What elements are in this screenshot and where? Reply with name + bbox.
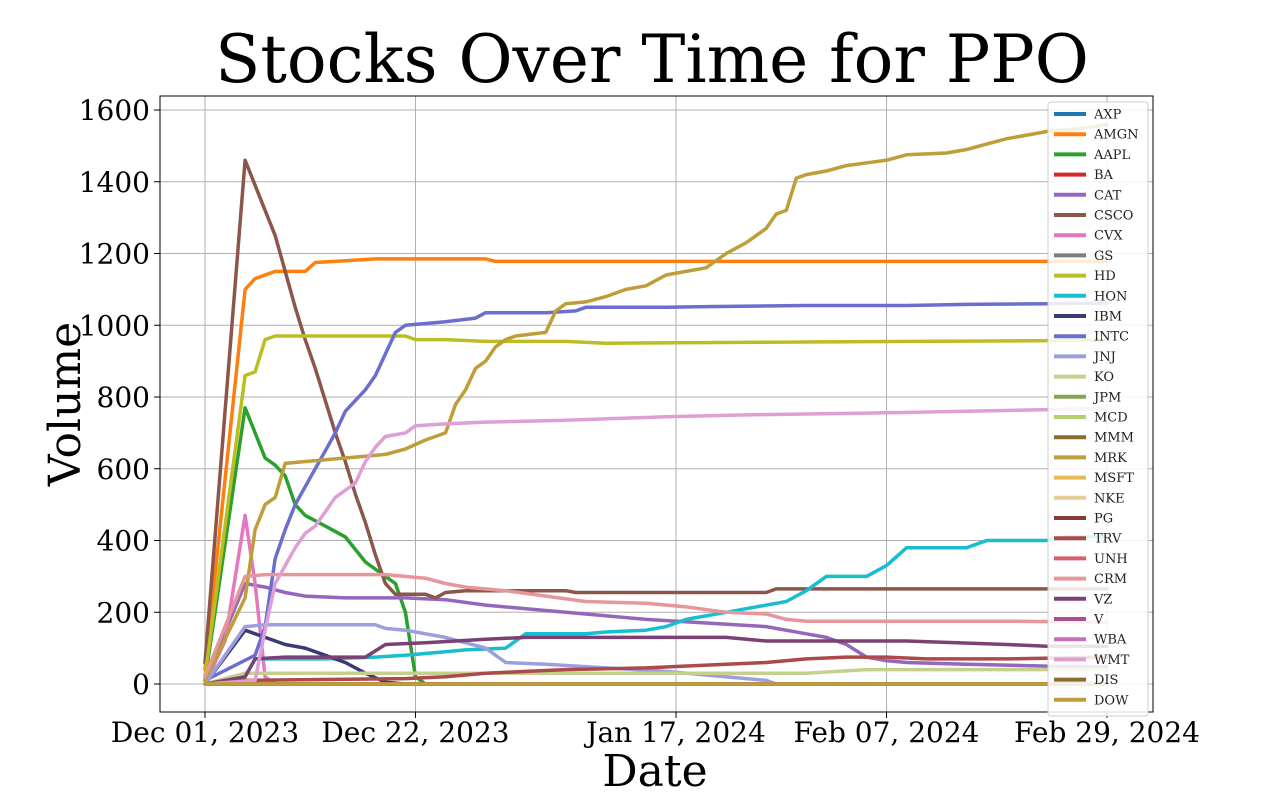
legend-label-hon: HON — [1094, 289, 1127, 304]
legend-label-cvx: CVX — [1094, 229, 1123, 244]
legend-label-unh: UNH — [1094, 552, 1128, 567]
y-tick-label: 200 — [97, 596, 150, 629]
x-tick-label: Dec 22, 2023 — [321, 716, 509, 749]
legend-label-aapl: AAPL — [1093, 148, 1131, 163]
series-line-ko — [203, 667, 1109, 686]
series-line-vz — [203, 635, 1109, 686]
series-line-mrk — [203, 122, 1109, 683]
chart-title: Stocks Over Time for PPO — [215, 21, 1089, 98]
legend-label-nke: NKE — [1094, 491, 1125, 506]
legend-label-dis: DIS — [1094, 673, 1118, 688]
series-line-hd — [203, 334, 1109, 679]
legend-label-v: V — [1093, 613, 1104, 628]
legend-label-intc: INTC — [1094, 330, 1129, 345]
y-axis-label: Volume — [40, 322, 91, 487]
legend-label-axp: AXP — [1093, 108, 1122, 123]
legend-label-mmm: MMM — [1094, 431, 1134, 446]
series-line-amgn — [203, 257, 1109, 672]
legend-label-pg: PG — [1094, 512, 1113, 527]
series-line-crm — [203, 572, 1109, 679]
legend-label-trv: TRV — [1094, 532, 1122, 547]
legend-label-ba: BA — [1094, 168, 1114, 183]
legend-label-crm: CRM — [1094, 572, 1127, 587]
series-line-trv — [203, 655, 1109, 686]
legend-label-csco: CSCO — [1094, 209, 1133, 224]
legend: AXP AMGN AAPL BA CAT CSCO CVX GS HD HON IBM INTC JNJ… — [1047, 101, 1149, 717]
series-line-jnj — [203, 623, 1109, 686]
x-tick-label: Dec 01, 2023 — [111, 716, 299, 749]
x-axis-label: Date — [602, 746, 707, 797]
legend-label-cat: CAT — [1094, 188, 1122, 203]
legend-label-ko: KO — [1094, 370, 1114, 385]
series-line-cat — [203, 581, 1109, 683]
x-tick-label: Feb 29, 2024 — [1014, 716, 1200, 749]
series-line-intc — [203, 301, 1109, 683]
series-layer — [203, 122, 1109, 686]
y-axis-ticks: 0 200 400 600 800 1000 1200 1400 1600 — [79, 94, 160, 701]
series-line-wmt — [203, 406, 1109, 686]
legend-label-msft: MSFT — [1094, 471, 1134, 486]
legend-label-dow: DOW — [1094, 693, 1129, 708]
series-line-csco — [203, 158, 1109, 665]
legend-label-ibm: IBM — [1094, 310, 1122, 325]
legend-label-jpm: JPM — [1092, 390, 1121, 405]
y-tick-label: 1000 — [79, 309, 150, 342]
x-axis-ticks: Dec 01, 2023 Dec 22, 2023 Jan 17, 2024 Feb … — [111, 712, 1200, 749]
legend-label-jnj: JNJ — [1092, 350, 1116, 365]
plot-frame — [159, 95, 1154, 713]
x-tick-label: Jan 17, 2024 — [583, 716, 766, 749]
legend-label-mrk: MRK — [1094, 451, 1127, 466]
legend-label-wba: WBA — [1094, 633, 1127, 648]
series-line-aapl — [203, 406, 1109, 686]
legend-label-amgn: AMGN — [1093, 128, 1138, 143]
y-tick-label: 0 — [132, 668, 150, 701]
x-tick-label: Feb 07, 2024 — [794, 716, 980, 749]
y-tick-label: 1400 — [79, 166, 150, 199]
legend-label-gs: GS — [1094, 249, 1113, 264]
y-tick-label: 400 — [97, 525, 150, 558]
y-tick-label: 1200 — [79, 238, 150, 271]
y-tick-label: 800 — [97, 381, 150, 414]
legend-label-vz: VZ — [1093, 592, 1112, 607]
legend-label-wmt: WMT — [1094, 653, 1130, 668]
series-line-hon — [203, 535, 1109, 686]
y-tick-label: 600 — [97, 453, 150, 486]
y-tick-label: 1600 — [79, 94, 150, 127]
legend-label-hd: HD — [1094, 269, 1116, 284]
legend-label-mcd: MCD — [1094, 411, 1128, 426]
